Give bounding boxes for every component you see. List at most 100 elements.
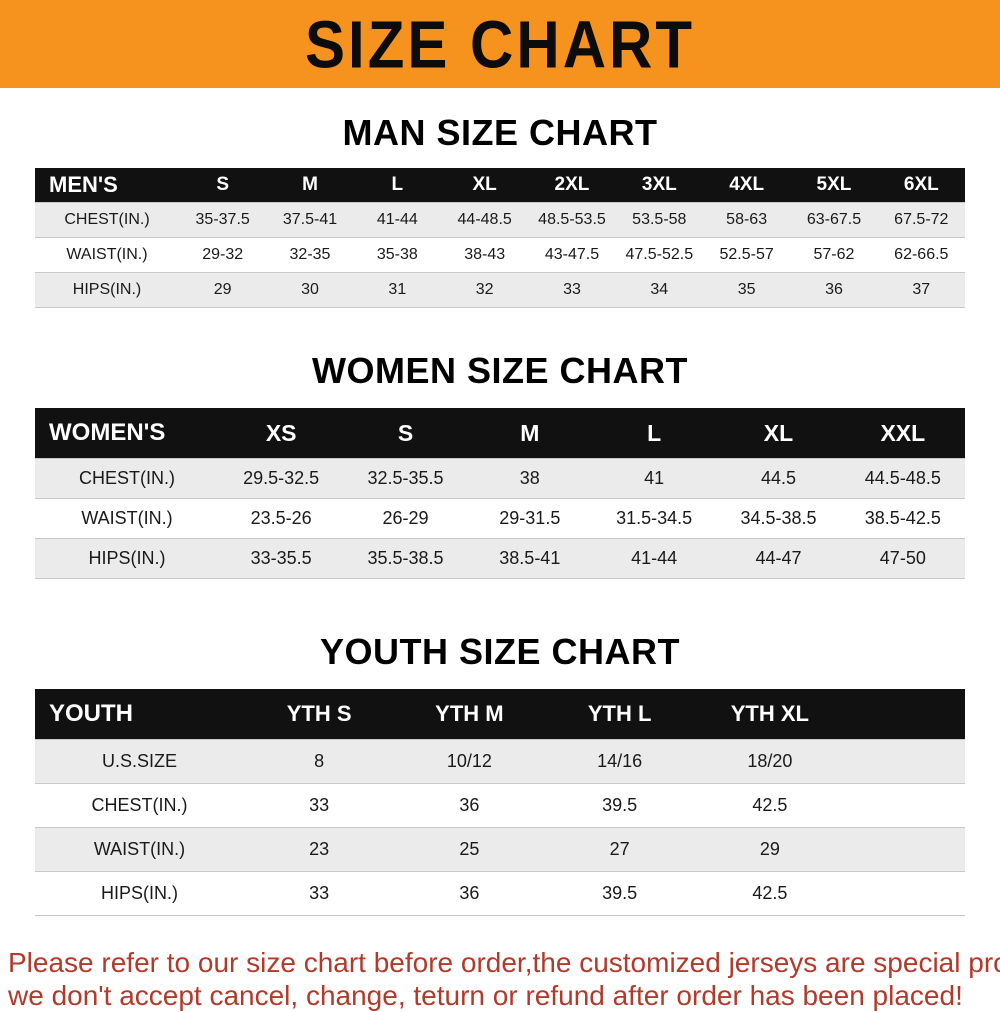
row-label: WAIST(IN.) [35,827,244,872]
column-header: S [343,408,468,459]
table-row: CHEST(IN.) 33 36 39.5 42.5 [35,783,965,828]
table-row: WAIST(IN.) 23.5-26 26-29 29-31.5 31.5-34.5 34… [35,498,965,539]
size-cell: 27 [544,827,695,872]
men-size-section: MAN SIZE CHART MEN'S S M L XL 2XL 3XL 4XL 5XL 6XL… [0,112,1000,308]
table-row: WAIST(IN.) 29-32 32-35 35-38 38-43 43-47.5 47.… [35,237,965,273]
size-cell: 42.5 [694,783,845,828]
column-header: 4XL [702,168,791,203]
size-cell: 36 [394,783,545,828]
size-cell: 44.5 [716,458,841,499]
page-title: SIZE CHART [305,6,695,82]
size-cell: 41 [591,458,717,499]
size-cell: 41-44 [591,538,717,579]
table-title-cell: YOUTH [35,689,244,740]
size-cell: 62-66.5 [877,237,965,273]
youth-section-heading: YOUTH SIZE CHART [319,631,680,672]
men-table-header: MEN'S S M L XL 2XL 3XL 4XL 5XL 6XL [35,168,965,203]
row-label: WAIST(IN.) [35,237,179,273]
size-cell: 23.5-26 [219,498,344,539]
table-row: CHEST(IN.) 29.5-32.5 32.5-35.5 38 41 44.5 44.5… [35,458,965,499]
size-chart-banner: SIZE CHART [0,0,1000,88]
column-header: YTH S [244,689,395,740]
row-label: CHEST(IN.) [35,202,179,238]
youth-table-header: YOUTH YTH S YTH M YTH L YTH XL [35,689,965,740]
size-cell: 37.5-41 [266,202,354,238]
size-cell: 38.5-42.5 [840,498,965,539]
youth-size-section: YOUTH SIZE CHART YOUTH YTH S YTH M YTH L YTH… [0,631,1000,916]
order-disclaimer: Please refer to our size chart before or… [0,946,1000,1012]
column-header: S [179,168,267,203]
table-header-row: WOMEN'S XS S M L XL XXL [35,408,965,459]
size-cell: 48.5-53.5 [528,202,616,238]
size-cell: 36 [790,272,878,308]
size-cell: 35 [702,272,791,308]
column-header: 5XL [790,168,878,203]
size-cell: 39.5 [544,783,695,828]
women-size-table: WOMEN'S XS S M L XL XXL CHEST(IN.) 29.5-32.5 32.… [35,408,965,579]
column-header: L [353,168,441,203]
size-cell: 30 [266,272,354,308]
table-row: HIPS(IN.) 33-35.5 35.5-38.5 38.5-41 41-44 44-… [35,538,965,579]
size-cell: 25 [394,827,545,872]
filler-cell [845,783,965,828]
size-cell: 26-29 [343,498,468,539]
size-cell: 38-43 [440,237,529,273]
column-header: 6XL [877,168,965,203]
column-header: XL [716,408,841,459]
size-cell: 32.5-35.5 [343,458,468,499]
size-chart-content: MAN SIZE CHART MEN'S S M L XL 2XL 3XL 4XL 5XL 6XL… [0,112,1000,1012]
size-cell: 38.5-41 [467,538,592,579]
size-cell: 31 [353,272,441,308]
size-cell: 29 [179,272,267,308]
size-cell: 44-48.5 [440,202,529,238]
column-header: XXL [840,408,965,459]
size-cell: 41-44 [353,202,441,238]
table-row: WAIST(IN.) 23 25 27 29 [35,827,965,872]
column-header: YTH M [394,689,545,740]
filler-cell [845,739,965,784]
size-cell: 29.5-32.5 [219,458,344,499]
size-cell: 32 [440,272,529,308]
size-cell: 63-67.5 [790,202,878,238]
women-table-header: WOMEN'S XS S M L XL XXL [35,408,965,459]
row-label: CHEST(IN.) [35,458,219,499]
size-cell: 47.5-52.5 [615,237,703,273]
table-title-cell: WOMEN'S [35,408,219,459]
size-cell: 39.5 [544,871,695,916]
size-cell: 42.5 [694,871,845,916]
row-label: HIPS(IN.) [35,538,219,579]
size-cell: 53.5-58 [615,202,703,238]
size-cell: 57-62 [790,237,878,273]
column-header: XL [440,168,529,203]
youth-size-table: YOUTH YTH S YTH M YTH L YTH XL U.S.SIZE 8 10/1… [35,689,965,916]
size-cell: 37 [877,272,965,308]
filler-cell [845,689,965,740]
column-header: YTH XL [694,689,845,740]
size-cell: 14/16 [544,739,695,784]
size-cell: 33-35.5 [219,538,344,579]
table-row: HIPS(IN.) 29 30 31 32 33 34 35 36 37 [35,272,965,308]
filler-cell [845,871,965,916]
size-cell: 34 [615,272,703,308]
column-header: M [266,168,354,203]
row-label: HIPS(IN.) [35,871,244,916]
size-cell: 29 [694,827,845,872]
size-cell: 33 [244,871,395,916]
men-size-table: MEN'S S M L XL 2XL 3XL 4XL 5XL 6XL CHEST(IN.) 35-3… [35,168,965,308]
size-cell: 32-35 [266,237,354,273]
size-cell: 31.5-34.5 [591,498,717,539]
size-cell: 36 [394,871,545,916]
row-label: CHEST(IN.) [35,783,244,828]
youth-table-body: U.S.SIZE 8 10/12 14/16 18/20 CHEST(IN.) 33 36 39… [35,739,965,916]
table-header-row: YOUTH YTH S YTH M YTH L YTH XL [35,689,965,740]
row-label: U.S.SIZE [35,739,244,784]
size-cell: 33 [528,272,616,308]
size-cell: 33 [244,783,395,828]
disclaimer-line-1: Please refer to our size chart before or… [8,947,1000,978]
women-section-heading: WOMEN SIZE CHART [312,350,688,391]
disclaimer-line-2: we don't accept cancel, change, teturn o… [8,980,963,1012]
row-label: HIPS(IN.) [35,272,179,308]
size-cell: 52.5-57 [702,237,791,273]
women-table-body: CHEST(IN.) 29.5-32.5 32.5-35.5 38 41 44.5 44.5… [35,458,965,579]
size-cell: 44-47 [716,538,841,579]
